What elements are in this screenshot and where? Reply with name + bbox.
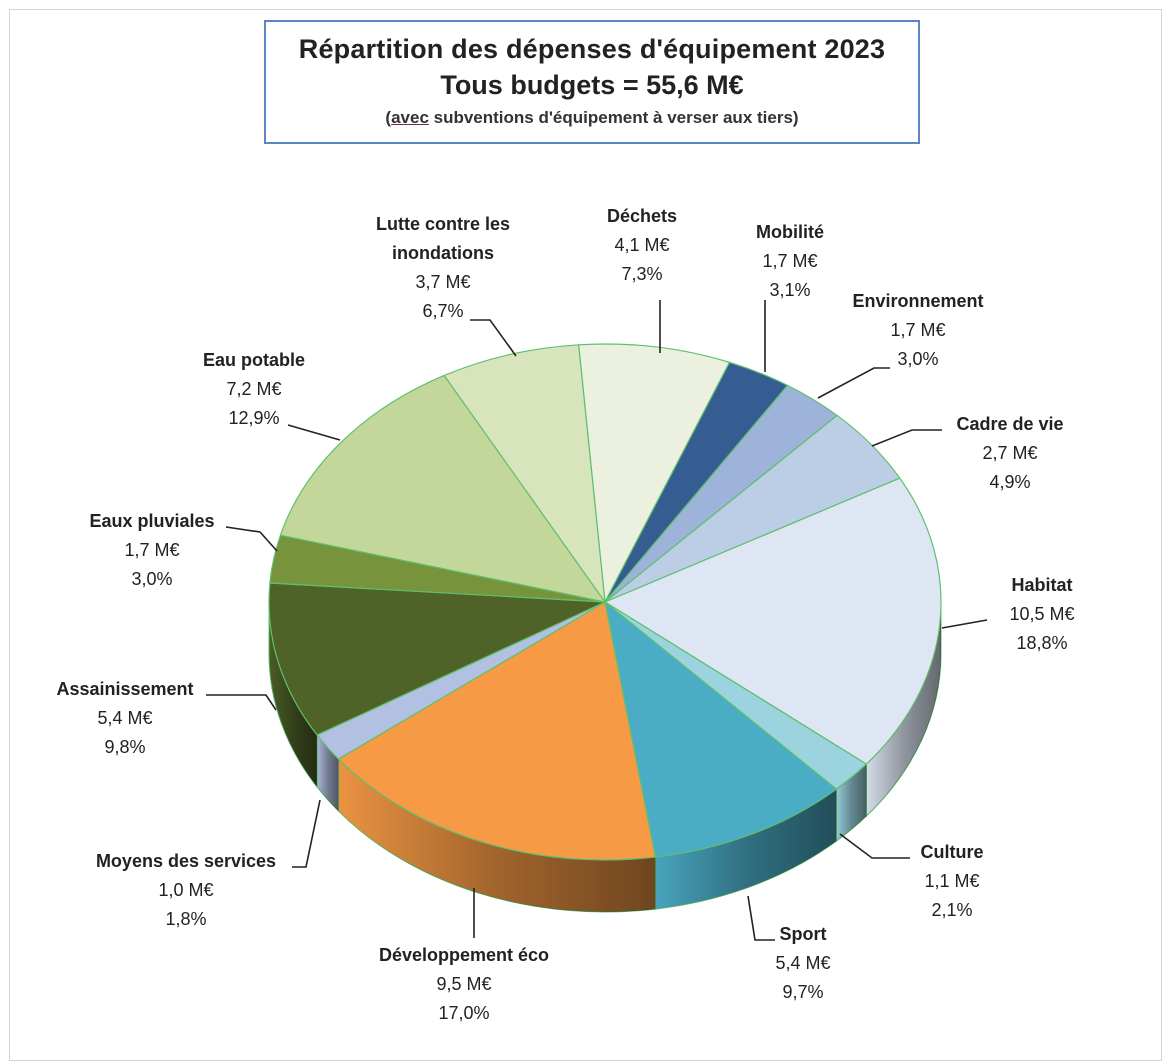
chart-title: Répartition des dépenses d'équipement 20…	[298, 34, 886, 64]
leader-line-cadre-de-vie	[871, 429, 942, 447]
slice-pct-cadre-de-vie: 4,9%	[989, 472, 1030, 492]
pie-sides	[268, 601, 942, 913]
slice-name-habitat: Habitat	[1011, 575, 1072, 595]
chart-note: (avec subventions d'équipement à verser …	[266, 108, 918, 128]
slice-name-moyens-des-services: Moyens des services	[96, 851, 276, 871]
leader-line-eaux-pluviales	[225, 526, 278, 552]
leader-line-assainissement	[206, 694, 277, 711]
slice-pct-eau-potable: 12,9%	[228, 408, 279, 428]
slice-name-cadre-de-vie: Cadre de vie	[956, 414, 1063, 434]
side-habitat-shade	[866, 602, 941, 817]
side-sport-shade	[655, 789, 837, 910]
slice-name-eaux-pluviales: Eaux pluviales	[89, 511, 214, 531]
slice-name-culture: Culture	[921, 842, 984, 862]
slice-value-culture: 1,1 M€	[924, 871, 979, 891]
label-environnement: Environnement 1,7 M€ 3,0%	[852, 291, 983, 369]
slice-dechets	[578, 343, 731, 603]
slice-habitat	[604, 477, 942, 765]
slice-value-eau-potable: 7,2 M€	[226, 379, 281, 399]
slice-sport	[604, 601, 837, 858]
side-assainissement-shade	[269, 602, 318, 787]
slice-value-cadre-de-vie: 2,7 M€	[982, 443, 1037, 463]
slice-value-mobilite: 1,7 M€	[762, 251, 817, 271]
slice-pct-sport: 9,7%	[782, 982, 823, 1002]
leader-line-eau-potable	[287, 424, 341, 441]
slice-name-lutte-contre-les-inondations: inondations	[392, 243, 494, 263]
label-sport: Sport 5,4 M€ 9,7%	[775, 924, 830, 1002]
leader-line-lutte-contre-les-inondations	[470, 319, 517, 357]
slice-value-moyens-des-services: 1,0 M€	[158, 880, 213, 900]
leader-line-habitat	[941, 619, 988, 629]
chart-note-prefix: (	[385, 108, 392, 127]
slice-value-eaux-pluviales: 1,7 M€	[124, 540, 179, 560]
side-culture-shade	[836, 764, 867, 842]
slice-value-dechets: 4,1 M€	[614, 235, 669, 255]
leader-line-sport	[747, 895, 775, 941]
slice-pct-habitat: 18,8%	[1016, 633, 1067, 653]
label-eaux-pluviales: Eaux pluviales 1,7 M€ 3,0%	[89, 511, 214, 589]
slice-pct-environnement: 3,0%	[897, 349, 938, 369]
slice-name-mobilite: Mobilité	[756, 222, 824, 242]
leader-line-culture	[839, 833, 910, 859]
slice-eau-potable	[279, 374, 606, 603]
chart-subtitle: Tous budgets = 55,6 M€	[440, 70, 744, 100]
slice-lutte-contre-les-inondations	[443, 344, 606, 603]
slice-name-lutte-contre-les-inondations: Lutte contre les	[376, 214, 510, 234]
slice-pct-mobilite: 3,1%	[769, 280, 810, 300]
slice-value-environnement: 1,7 M€	[890, 320, 945, 340]
slice-value-sport: 5,4 M€	[775, 953, 830, 973]
chart-note-underlined: avec	[391, 108, 429, 127]
pie-tops	[268, 343, 942, 861]
label-eau-potable: Eau potable 7,2 M€ 12,9%	[203, 350, 305, 428]
leader-line-environnement	[817, 367, 890, 399]
slice-value-habitat: 10,5 M€	[1009, 604, 1074, 624]
slice-name-eau-potable: Eau potable	[203, 350, 305, 370]
chart-title-box: Répartition des dépenses d'équipement 20…	[264, 20, 920, 144]
label-developpement-eco: Développement éco 9,5 M€ 17,0%	[379, 945, 549, 1023]
slice-pct-assainissement: 9,8%	[104, 737, 145, 757]
slice-pct-lutte-contre-les-inondations: 6,7%	[422, 301, 463, 321]
label-cadre-de-vie: Cadre de vie 2,7 M€ 4,9%	[956, 414, 1063, 492]
slice-pct-developpement-eco: 17,0%	[438, 1003, 489, 1023]
slice-developpement-eco	[337, 601, 657, 861]
slice-assainissement	[268, 582, 606, 736]
slice-pct-moyens-des-services: 1,8%	[165, 909, 206, 929]
slice-value-assainissement: 5,4 M€	[97, 708, 152, 728]
label-culture: Culture 1,1 M€ 2,1%	[921, 842, 984, 920]
slice-name-developpement-eco: Développement éco	[379, 945, 549, 965]
slice-name-environnement: Environnement	[852, 291, 983, 311]
label-mobilite: Mobilité 1,7 M€ 3,1%	[756, 222, 824, 300]
label-moyens-des-services: Moyens des services 1,0 M€ 1,8%	[96, 851, 276, 929]
side-developpement-eco-shade	[338, 759, 656, 912]
slice-pct-dechets: 7,3%	[621, 264, 662, 284]
slice-name-dechets: Déchets	[607, 206, 677, 226]
slice-pct-culture: 2,1%	[931, 900, 972, 920]
leader-line-moyens-des-services	[292, 799, 321, 868]
slice-value-lutte-contre-les-inondations: 3,7 M€	[415, 272, 470, 292]
slice-name-sport: Sport	[780, 924, 827, 944]
label-assainissement: Assainissement 5,4 M€ 9,8%	[56, 679, 193, 757]
leader-lines	[206, 300, 988, 941]
label-habitat: Habitat 10,5 M€ 18,8%	[1009, 575, 1074, 653]
label-dechets: Déchets 4,1 M€ 7,3%	[607, 206, 677, 284]
slice-pct-eaux-pluviales: 3,0%	[131, 569, 172, 589]
chart-note-rest: subventions d'équipement à verser aux ti…	[428, 108, 799, 127]
slice-labels: Déchets 4,1 M€ 7,3% Mobilité 1,7 M€ 3,1% Envir…	[56, 206, 1074, 1023]
slice-name-assainissement: Assainissement	[56, 679, 193, 699]
label-lutte-contre-les-inondations: Lutte contre les inondations 3,7 M€ 6,7%	[376, 214, 510, 321]
slice-value-developpement-eco: 9,5 M€	[436, 974, 491, 994]
